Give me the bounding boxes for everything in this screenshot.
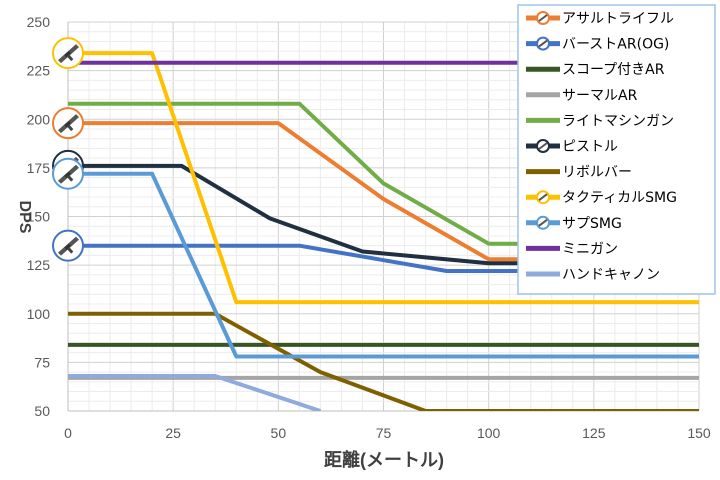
legend-label: アサルトライフル [562, 11, 674, 27]
legend-item: ミニガン [526, 241, 618, 257]
legend-item: スコープ付きAR [526, 62, 665, 78]
legend-label: バーストAR(OG) [562, 37, 669, 53]
suppressed-smg-icon [52, 157, 84, 190]
y-tick-label: 250 [27, 14, 51, 30]
y-tick-label: 125 [27, 257, 51, 273]
legend-label: スコープ付きAR [562, 62, 665, 78]
legend-item: ピストル [526, 139, 618, 155]
series-line-7 [68, 51, 699, 305]
y-tick-label: 200 [27, 111, 51, 127]
y-axis-title: DPS [16, 201, 33, 234]
x-tick-label: 125 [582, 425, 606, 441]
series-markers [52, 37, 84, 262]
x-tick-label: 150 [687, 425, 711, 441]
series-line-8 [68, 171, 699, 359]
legend-item: サーマルAR [526, 88, 638, 104]
x-tick-label: 75 [376, 425, 392, 441]
legend-item: ライトマシンガン [526, 113, 674, 129]
series-line-6 [68, 311, 699, 411]
legend-item: リボルバー [526, 165, 632, 181]
x-tick-label: 100 [477, 425, 501, 441]
y-tick-label: 175 [27, 160, 51, 176]
legend-box [517, 4, 716, 295]
y-tick-label: 150 [27, 209, 51, 225]
legend-label: タクティカルSMG [562, 190, 677, 206]
legend-item: バーストAR(OG) [526, 36, 669, 53]
legend-item: ハンドキャノン [526, 267, 660, 283]
legend-item: タクティカルSMG [526, 190, 677, 206]
burst-rifle-icon [52, 229, 84, 262]
x-tick-labels: 0 25 50 75 100 125 150 [64, 425, 711, 441]
x-tick-label: 50 [271, 425, 287, 441]
x-tick-label: 0 [64, 425, 72, 441]
legend-item: アサルトライフル [526, 11, 674, 27]
y-tick-label: 100 [27, 306, 51, 322]
y-tick-label: 225 [27, 63, 51, 79]
legend-label: ミニガン [562, 241, 618, 257]
assault-rifle-icon [52, 107, 84, 140]
legend-label: ハンドキャノン [562, 267, 660, 283]
x-tick-label: 25 [165, 425, 181, 441]
y-tick-labels: 50 75 100 125 150 175 200 225 250 [27, 14, 51, 419]
x-axis-title: 距離(メートル) [324, 449, 444, 470]
tactical-smg-icon [52, 37, 84, 70]
legend-label: ライトマシンガン [562, 113, 674, 129]
legend-item: サプSMG [526, 215, 622, 232]
legend-label: リボルバー [562, 165, 632, 181]
y-tick-label: 50 [34, 403, 50, 419]
legend-label: サーマルAR [562, 88, 638, 104]
series-line-10 [68, 374, 322, 411]
legend-label: ピストル [562, 139, 618, 155]
y-tick-label: 75 [34, 354, 50, 370]
legend-label: サプSMG [562, 216, 622, 232]
